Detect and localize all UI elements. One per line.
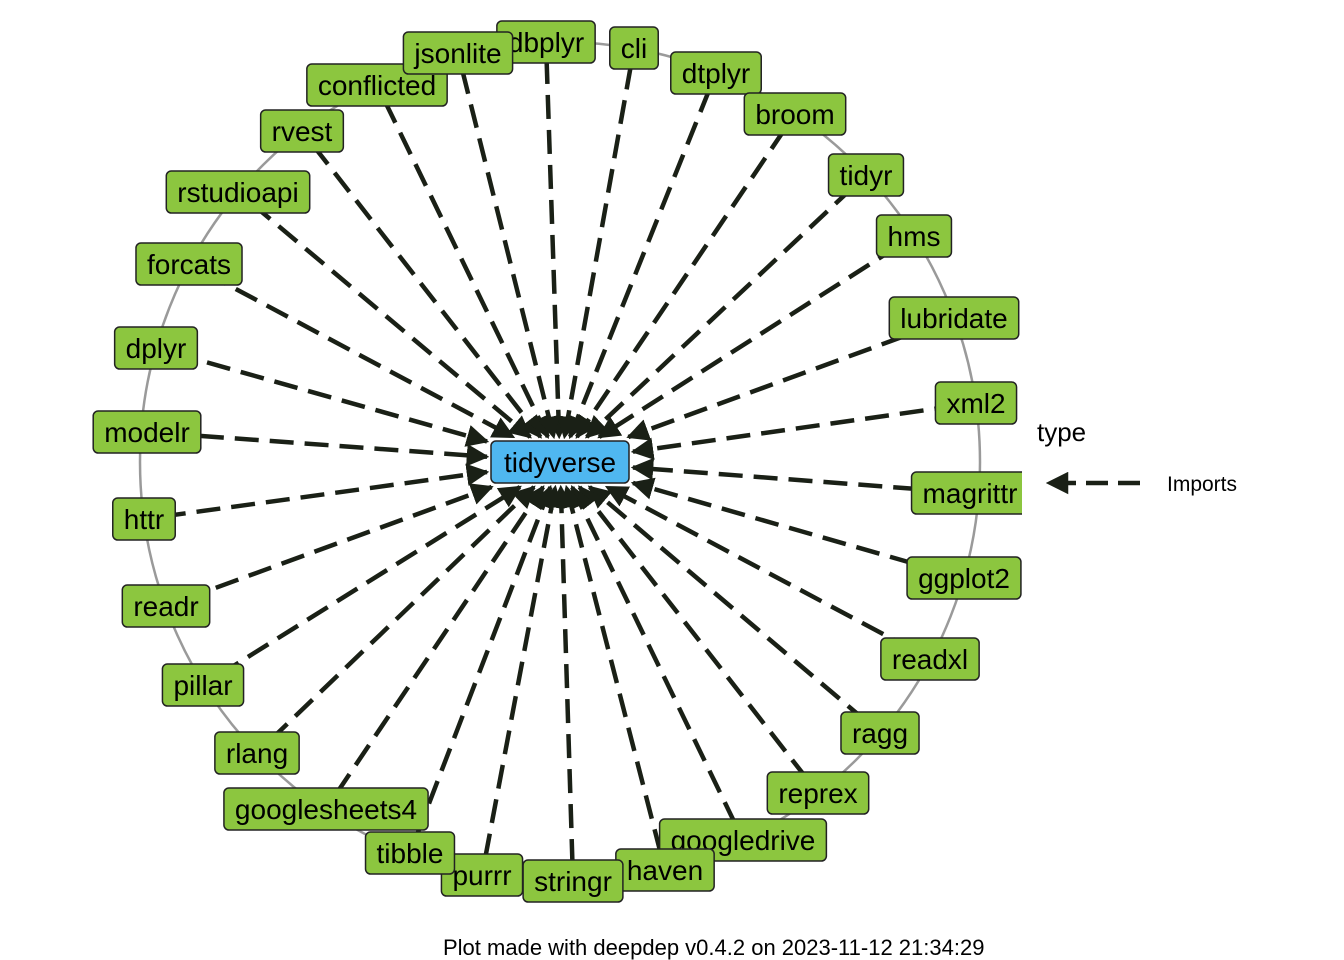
edge-broom-to-tidyverse <box>575 127 787 439</box>
node-dbplyr[interactable]: dbplyr <box>496 20 596 64</box>
node-lubridate-label: lubridate <box>900 303 1007 334</box>
edge-purrr-to-tidyverse <box>483 484 563 858</box>
node-magrittr[interactable]: magrittr <box>910 471 1029 515</box>
node-dtplyr[interactable]: dtplyr <box>670 51 762 95</box>
plot-caption: Plot made with deepdep v0.4.2 on 2023-11… <box>443 935 984 960</box>
node-googlesheets4[interactable]: googlesheets4 <box>223 787 429 831</box>
node-stringr-label: stringr <box>534 866 612 897</box>
node-rlang[interactable]: rlang <box>214 731 300 775</box>
edge-readxl-to-tidyverse <box>604 485 916 653</box>
node-jsonlite[interactable]: jsonlite <box>402 31 514 75</box>
edge-rstudioapi-to-tidyverse <box>250 201 532 439</box>
center-node-label: tidyverse <box>504 447 616 478</box>
node-hms-label: hms <box>888 221 941 252</box>
edge-tibble-to-tidyverse <box>414 484 554 838</box>
edge-cli-to-tidyverse <box>556 65 634 440</box>
node-readxl[interactable]: readxl <box>880 637 980 681</box>
edge-forcats-to-tidyverse <box>203 270 516 439</box>
edge-hms-to-tidyverse <box>597 243 901 439</box>
node-dplyr[interactable]: dplyr <box>113 326 199 370</box>
node-haven-label: haven <box>627 855 703 886</box>
edge-pillar-to-tidyverse <box>217 485 522 678</box>
node-tibble[interactable]: tibble <box>364 831 456 875</box>
node-forcats-label: forcats <box>147 249 231 280</box>
edge-reprex-to-tidyverse <box>577 485 809 781</box>
node-ggplot2[interactable]: ggplot2 <box>906 556 1022 600</box>
node-magrittr-label: magrittr <box>923 478 1018 509</box>
node-rstudioapi-label: rstudioapi <box>177 177 298 208</box>
edge-magrittr-to-tidyverse <box>630 457 953 494</box>
node-cli[interactable]: cli <box>609 26 659 70</box>
node-reprex-label: reprex <box>778 778 857 809</box>
node-haven[interactable]: haven <box>615 848 715 892</box>
edge-googlesheets4-to-tidyverse <box>334 485 546 796</box>
edge-ragg-to-tidyverse <box>587 485 868 724</box>
node-xml2-label: xml2 <box>946 388 1005 419</box>
edge-dtplyr-to-tidyverse <box>567 88 712 440</box>
edge-tidyr-to-tidyverse <box>585 185 855 439</box>
edge-rlang-to-tidyverse <box>268 485 536 743</box>
edge-dbplyr-to-tidyverse <box>544 59 570 440</box>
node-rlang-label: rlang <box>226 738 288 769</box>
node-pillar-label: pillar <box>173 670 232 701</box>
center-node[interactable]: tidyverse <box>490 440 630 484</box>
node-tidyr-label: tidyr <box>840 160 893 191</box>
edge-rvest-to-tidyverse <box>311 143 543 439</box>
node-rvest[interactable]: rvest <box>259 109 345 153</box>
edge-modelr-to-tidyverse <box>164 431 490 467</box>
legend-key-imports-label: Imports <box>1167 473 1237 496</box>
node-jsonlite-label: jsonlite <box>413 38 501 69</box>
node-readr[interactable]: readr <box>121 584 211 628</box>
node-readr-label: readr <box>133 591 198 622</box>
edge-lubridate-to-tidyverse <box>626 322 938 441</box>
edge-readr-to-tidyverse <box>182 483 494 602</box>
node-ragg[interactable]: ragg <box>840 711 920 755</box>
edge-httr-to-tidyverse <box>161 463 490 519</box>
node-dtplyr-label: dtplyr <box>682 58 750 89</box>
node-hms[interactable]: hms <box>875 214 953 258</box>
edges-layer <box>161 59 959 864</box>
node-rstudioapi[interactable]: rstudioapi <box>165 170 311 214</box>
node-lubridate[interactable]: lubridate <box>888 296 1020 340</box>
edge-conflicted-to-tidyverse <box>382 100 550 440</box>
edge-ggplot2-to-tidyverse <box>630 477 948 576</box>
node-ggplot2-label: ggplot2 <box>918 563 1010 594</box>
node-ragg-label: ragg <box>852 718 908 749</box>
node-dbplyr-label: dbplyr <box>508 27 584 58</box>
node-conflicted-label: conflicted <box>318 70 436 101</box>
node-modelr[interactable]: modelr <box>92 410 202 454</box>
node-dplyr-label: dplyr <box>126 333 187 364</box>
node-tidyr[interactable]: tidyr <box>827 153 905 197</box>
node-broom[interactable]: broom <box>743 92 847 136</box>
node-googledrive[interactable]: googledrive <box>658 818 828 862</box>
node-stringr[interactable]: stringr <box>522 859 624 903</box>
node-forcats[interactable]: forcats <box>135 242 243 286</box>
node-httr[interactable]: httr <box>112 497 176 541</box>
node-googlesheets4-label: googlesheets4 <box>235 794 417 825</box>
edge-haven-to-tidyverse <box>560 484 663 854</box>
node-pillar[interactable]: pillar <box>161 663 245 707</box>
edge-dplyr-to-tidyverse <box>172 350 490 447</box>
edge-jsonlite-to-tidyverse <box>460 69 560 440</box>
node-modelr-label: modelr <box>104 417 190 448</box>
node-reprex[interactable]: reprex <box>766 771 870 815</box>
node-httr-label: httr <box>124 504 164 535</box>
node-readxl-label: readxl <box>892 644 968 675</box>
edge-stringr-to-tidyverse <box>550 484 575 864</box>
node-purrr[interactable]: purrr <box>440 853 524 897</box>
node-rvest-label: rvest <box>272 116 333 147</box>
node-broom-label: broom <box>755 99 834 130</box>
node-purrr-label: purrr <box>452 860 511 891</box>
node-xml2[interactable]: xml2 <box>934 381 1018 425</box>
legend: type Imports <box>1037 417 1237 496</box>
node-cli-label: cli <box>621 33 647 64</box>
edge-xml2-to-tidyverse <box>630 403 959 460</box>
edge-googledrive-to-tidyverse <box>570 484 738 825</box>
legend-title: type <box>1037 417 1086 447</box>
node-tibble-label: tibble <box>377 838 444 869</box>
